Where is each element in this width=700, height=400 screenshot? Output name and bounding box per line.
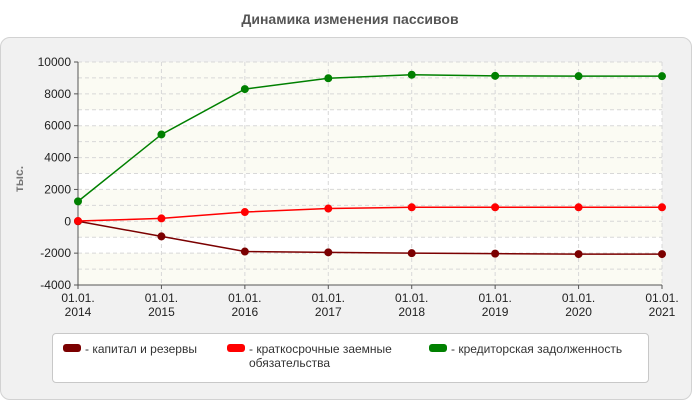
series-line-1 (77, 206, 662, 222)
y-tick-label: 6000 (44, 119, 71, 133)
data-point-series-2 (157, 130, 166, 139)
data-point-series-0 (324, 248, 333, 257)
data-point-series-2 (491, 71, 500, 80)
legend-label-capital: - капитал и резервы (85, 342, 197, 356)
data-point-series-2 (658, 72, 666, 81)
y-tick-label: 10000 (38, 55, 72, 69)
x-tick-label: 01.01. 2020 (562, 291, 595, 319)
legend-swatch-accounts-payable (429, 344, 447, 352)
legend-label-accounts-payable: - кредиторская задолженность (451, 342, 623, 356)
legend-label-short-term-loans: - краткосрочные заемные обязательства (249, 342, 392, 370)
y-tick-label: 8000 (44, 87, 71, 101)
y-tick-label: -4000 (40, 278, 71, 292)
legend-swatch-capital (63, 344, 81, 352)
series-line-2 (77, 73, 662, 202)
x-tick-label: 01.01. 2015 (145, 291, 178, 319)
data-point-series-2 (240, 85, 249, 94)
y-tick-label: 2000 (44, 182, 71, 196)
data-point-series-0 (157, 232, 166, 241)
data-point-series-2 (74, 197, 82, 206)
data-point-series-1 (407, 203, 416, 212)
data-point-series-0 (491, 249, 500, 258)
data-point-series-1 (491, 203, 500, 212)
y-tick-label: -2000 (40, 246, 71, 260)
data-point-series-2 (407, 70, 416, 79)
data-point-series-1 (74, 216, 82, 225)
data-point-series-2 (324, 74, 333, 83)
data-point-series-0 (574, 250, 583, 259)
y-tick-label: 4000 (44, 151, 71, 165)
chart-title: Динамика изменения пассивов (241, 11, 459, 27)
grid-band (78, 109, 662, 126)
legend: - капитал и резервы - краткосрочные заем… (52, 333, 649, 383)
x-tick-label: 01.01. 2018 (395, 291, 428, 319)
y-axis-label: тыс. (12, 165, 26, 193)
grid-band (78, 173, 662, 190)
x-tick-label: 01.01. 2014 (61, 291, 94, 319)
y-tick-label: 0 (64, 214, 71, 228)
grid-band (78, 237, 662, 254)
x-tick-label: 01.01. 2016 (228, 291, 261, 319)
data-point-series-1 (240, 208, 249, 217)
series-line-0 (77, 220, 662, 255)
x-tick-label: 01.01. 2019 (478, 291, 511, 319)
legend-swatch-short-term-loans (227, 344, 245, 352)
x-tick-label: 01.01. 2021 (645, 291, 678, 319)
data-point-series-1 (324, 204, 333, 213)
data-point-series-1 (157, 214, 166, 223)
data-point-series-0 (407, 249, 416, 258)
data-point-series-2 (574, 72, 583, 81)
x-tick-label: 01.01. 2017 (312, 291, 345, 319)
data-point-series-0 (658, 250, 666, 259)
data-point-series-1 (574, 203, 583, 212)
data-point-series-0 (240, 247, 249, 256)
data-point-series-1 (658, 203, 666, 212)
